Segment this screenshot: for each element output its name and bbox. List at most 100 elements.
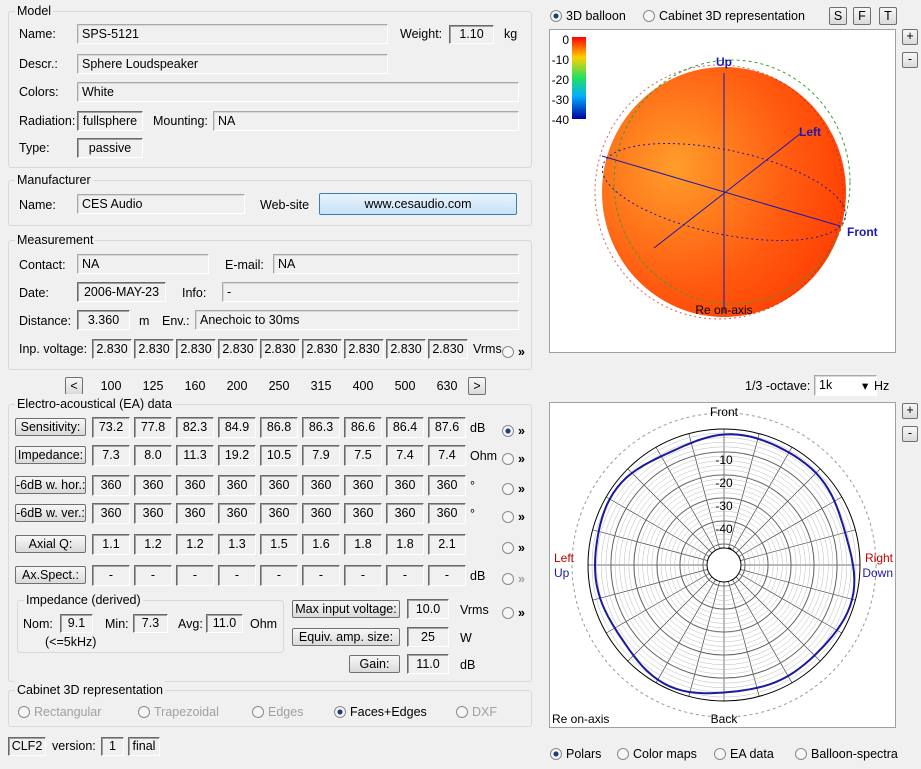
cell[interactable]: - xyxy=(260,565,298,586)
cell[interactable]: 11.0 xyxy=(407,654,449,674)
cell[interactable]: 360 xyxy=(260,503,298,524)
cell[interactable]: 86.6 xyxy=(344,417,382,438)
cell[interactable]: 360 xyxy=(260,475,298,496)
text-field[interactable]: - xyxy=(222,282,519,302)
cell[interactable]: 360 xyxy=(302,475,340,496)
radio[interactable] xyxy=(550,10,562,22)
cell[interactable]: 7.3 xyxy=(92,445,130,466)
cell[interactable]: 2.830 xyxy=(134,339,174,359)
text-field[interactable]: 2006-MAY-23 xyxy=(77,282,166,302)
zoom-in[interactable]: + xyxy=(902,403,918,419)
text-field[interactable]: Sphere Loudspeaker xyxy=(77,54,388,74)
more-button[interactable]: » xyxy=(518,507,525,527)
cell[interactable]: 2.830 xyxy=(92,339,132,359)
cell[interactable]: - xyxy=(344,565,382,586)
more-button[interactable]: » xyxy=(518,569,525,589)
cell[interactable]: 1.8 xyxy=(344,534,382,555)
radio[interactable] xyxy=(643,10,655,22)
cell[interactable]: - xyxy=(386,565,424,586)
cell[interactable]: 2.830 xyxy=(344,339,384,359)
cell[interactable]: 77.8 xyxy=(134,417,172,438)
cell[interactable]: 360 xyxy=(428,475,466,496)
zoom-in[interactable]: + xyxy=(902,29,918,45)
zoom-out[interactable]: - xyxy=(902,426,918,442)
cell[interactable]: 360 xyxy=(176,475,214,496)
cell[interactable]: 82.3 xyxy=(176,417,214,438)
cell[interactable]: 86.3 xyxy=(302,417,340,438)
row-button[interactable]: Ax.Spect.: xyxy=(15,566,86,584)
view-button[interactable]: S xyxy=(829,7,847,25)
cell[interactable]: 1.1 xyxy=(92,534,130,555)
cell[interactable]: 360 xyxy=(428,503,466,524)
radio[interactable] xyxy=(795,748,807,760)
cell[interactable]: 360 xyxy=(302,503,340,524)
radio[interactable] xyxy=(502,453,514,465)
text-field[interactable]: 3.360 xyxy=(77,310,130,330)
text-field[interactable]: SPS-5121 xyxy=(77,24,388,44)
cell[interactable]: 10.0 xyxy=(407,599,449,619)
cell[interactable]: 87.6 xyxy=(428,417,466,438)
cell[interactable]: 86.4 xyxy=(386,417,424,438)
cell[interactable]: 1.6 xyxy=(302,534,340,555)
text-field[interactable]: White xyxy=(77,82,519,102)
text-field[interactable]: NA xyxy=(213,111,519,131)
cell[interactable]: 2.830 xyxy=(386,339,426,359)
cell[interactable]: 7.4 xyxy=(386,445,424,466)
cell[interactable]: 7.9 xyxy=(302,445,340,466)
cell[interactable]: 2.830 xyxy=(260,339,300,359)
cell[interactable]: 360 xyxy=(344,475,382,496)
radio[interactable] xyxy=(714,748,726,760)
row-button[interactable]: -6dB w. ver.: xyxy=(15,504,86,522)
row-button[interactable]: Max input voltage: xyxy=(292,600,400,618)
row-button[interactable]: Equiv. amp. size: xyxy=(292,628,400,646)
cell[interactable]: 360 xyxy=(92,503,130,524)
radio[interactable] xyxy=(550,748,562,760)
row-button[interactable]: Impedance: xyxy=(15,446,86,464)
cell[interactable]: 360 xyxy=(134,475,172,496)
cell[interactable]: 360 xyxy=(386,475,424,496)
cell[interactable]: 1.5 xyxy=(260,534,298,555)
radio[interactable] xyxy=(502,607,514,619)
cell[interactable]: 360 xyxy=(218,503,256,524)
radio[interactable] xyxy=(617,748,629,760)
row-button[interactable]: Axial Q: xyxy=(15,535,86,553)
text-field[interactable]: 1.10 xyxy=(449,25,494,44)
cell[interactable]: 360 xyxy=(92,475,130,496)
text-field[interactable]: passive xyxy=(77,138,143,158)
more-button[interactable]: » xyxy=(518,449,525,469)
more-button[interactable]: » xyxy=(518,538,525,558)
cell[interactable]: 2.830 xyxy=(176,339,216,359)
cell[interactable]: - xyxy=(218,565,256,586)
cell[interactable]: 7.3 xyxy=(133,614,168,633)
cell[interactable]: 1.3 xyxy=(218,534,256,555)
more-button[interactable]: » xyxy=(518,421,525,441)
cell[interactable]: 2.830 xyxy=(428,339,468,359)
radio[interactable] xyxy=(502,542,514,554)
cell[interactable]: 25 xyxy=(407,627,449,647)
cell[interactable]: - xyxy=(92,565,130,586)
cell[interactable]: - xyxy=(302,565,340,586)
text-field[interactable]: fullsphere xyxy=(77,111,143,131)
text-field[interactable]: NA xyxy=(273,254,519,274)
cell[interactable]: 1.2 xyxy=(176,534,214,555)
cell[interactable]: 86.8 xyxy=(260,417,298,438)
cell[interactable]: 7.5 xyxy=(344,445,382,466)
cell[interactable]: 1.8 xyxy=(386,534,424,555)
more-button[interactable]: » xyxy=(518,342,525,362)
cell[interactable]: 360 xyxy=(134,503,172,524)
zoom-out[interactable]: - xyxy=(902,52,918,68)
cell[interactable]: 2.830 xyxy=(302,339,342,359)
view-button[interactable]: F xyxy=(853,7,871,25)
cell[interactable]: 8.0 xyxy=(134,445,172,466)
text-field[interactable]: CLF2 xyxy=(8,737,46,756)
cell[interactable]: 9.1 xyxy=(60,614,93,633)
cell[interactable]: 360 xyxy=(218,475,256,496)
row-button[interactable]: -6dB w. hor.: xyxy=(15,476,86,494)
cell[interactable]: - xyxy=(176,565,214,586)
text-field[interactable]: Anechoic to 30ms xyxy=(195,310,519,330)
website-button[interactable]: www.cesaudio.com xyxy=(319,193,517,215)
cell[interactable]: - xyxy=(428,565,466,586)
cell[interactable]: 19.2 xyxy=(218,445,256,466)
cell[interactable]: 84.9 xyxy=(218,417,256,438)
view-button[interactable]: T xyxy=(879,7,897,25)
